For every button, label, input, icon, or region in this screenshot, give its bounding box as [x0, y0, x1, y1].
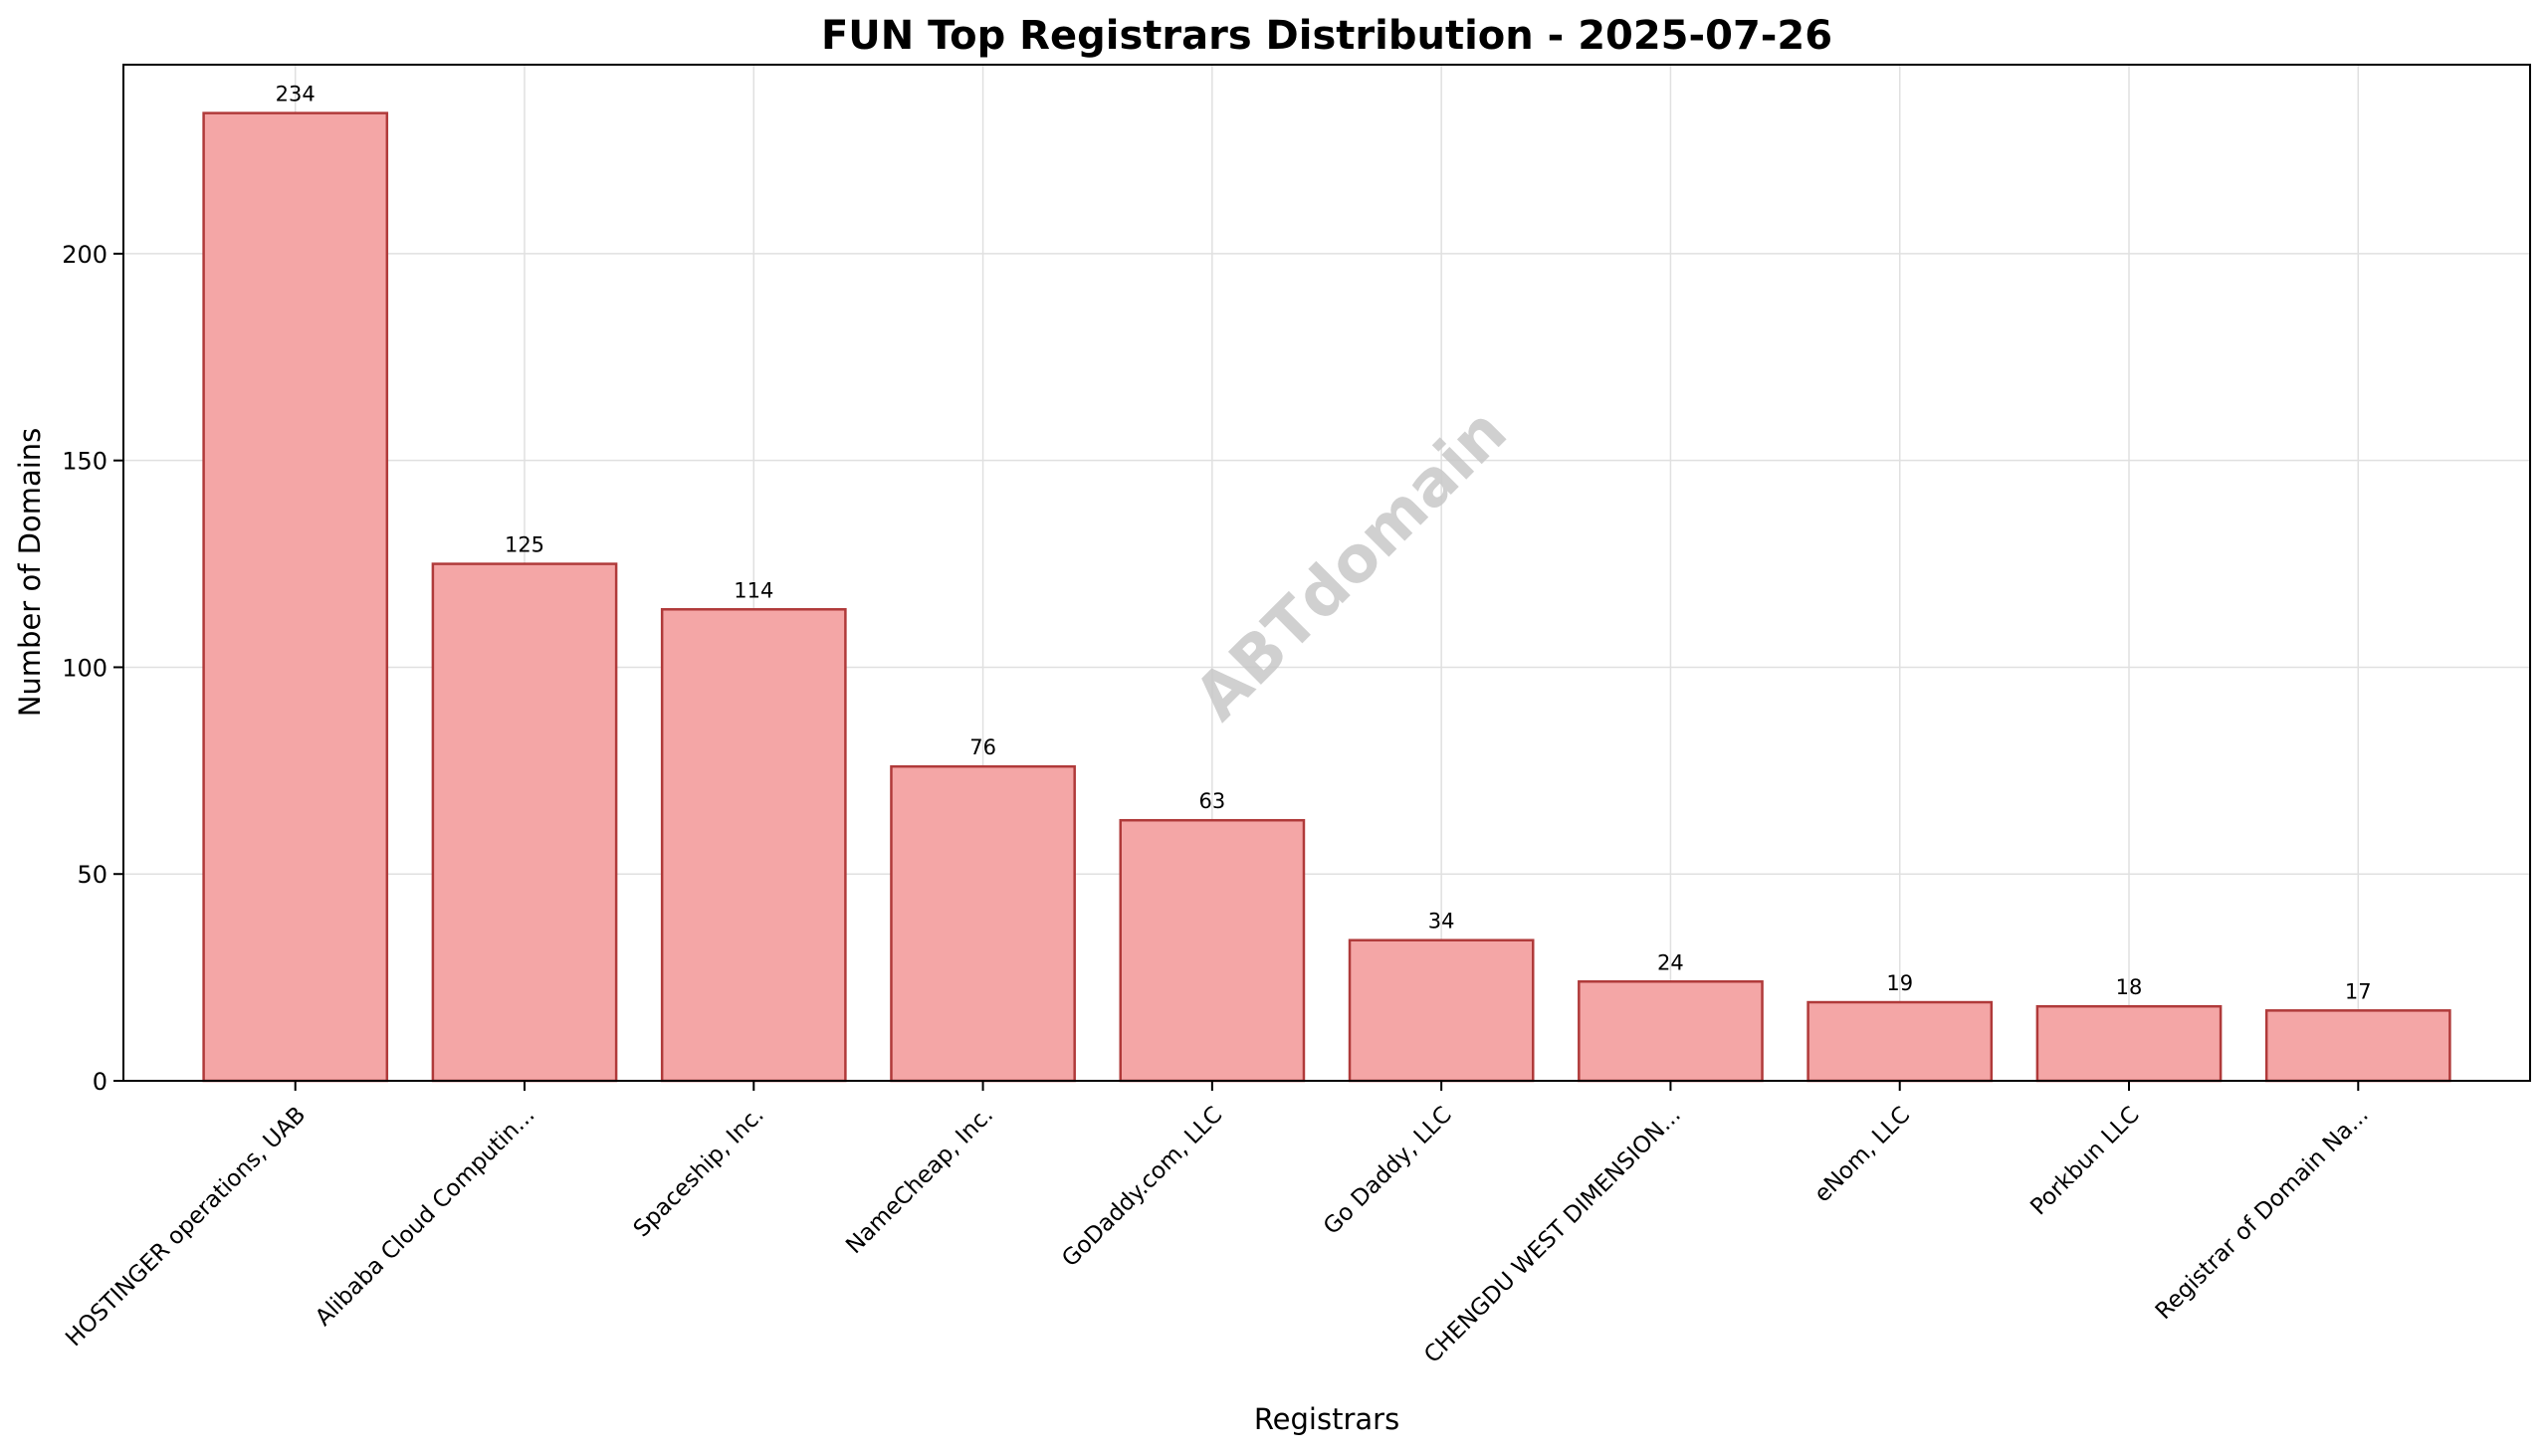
- bar: [2264, 1009, 2451, 1083]
- bar: [660, 608, 847, 1083]
- data-label: 19: [1886, 971, 1913, 995]
- data-label: 34: [1428, 910, 1455, 934]
- bar: [1119, 818, 1306, 1083]
- data-labels: 234 125 114 76 63 34 24 19 18 17: [276, 83, 2372, 1004]
- data-label: 24: [1657, 950, 1684, 974]
- bar: [2035, 1004, 2223, 1083]
- data-label: 63: [1198, 789, 1225, 813]
- bars: [202, 111, 2451, 1083]
- y-axis-label: Number of Domains: [13, 428, 47, 718]
- y-tick-label: 100: [62, 654, 107, 682]
- data-label: 76: [969, 735, 996, 759]
- bar: [890, 764, 1076, 1083]
- chart-title: FUN Top Registrars Distribution - 2025-0…: [821, 13, 1832, 59]
- data-label: 18: [2116, 975, 2143, 999]
- y-tick-label: 50: [77, 861, 107, 889]
- x-axis-label: Registrars: [1254, 1402, 1399, 1436]
- data-label: 234: [276, 83, 316, 106]
- bar: [1806, 1000, 1994, 1083]
- y-tick-label: 0: [93, 1068, 107, 1096]
- y-axis: 0 50 100 150 200: [62, 241, 123, 1096]
- bar: [1578, 980, 1764, 1083]
- data-label: 114: [734, 578, 773, 602]
- y-tick-label: 150: [62, 448, 107, 476]
- plot-frame: [122, 64, 2531, 1082]
- y-tick-label: 200: [62, 241, 107, 269]
- bar: [1348, 938, 1535, 1083]
- data-label: 17: [2345, 979, 2372, 1003]
- data-label: 125: [505, 533, 544, 557]
- bar: [431, 562, 618, 1083]
- bar: [202, 111, 389, 1083]
